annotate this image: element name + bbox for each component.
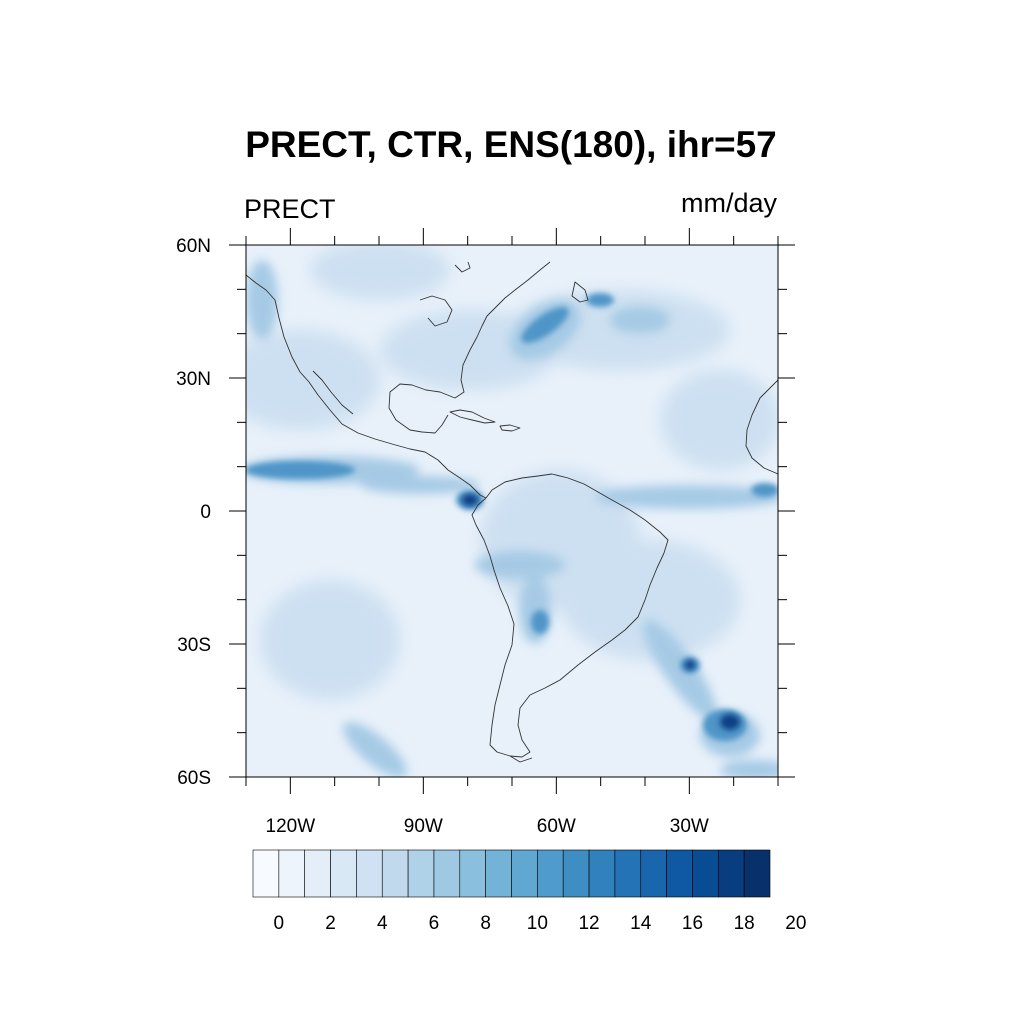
units-label: mm/day [681,188,778,218]
lat-tick-label: 0 [200,502,211,523]
north-america-pacific-coast [246,274,487,499]
colorbar-label: 16 [682,913,703,934]
colorbar-swatch [252,849,280,898]
figure-title: PRECT, CTR, ENS(180), ihr=57 [245,124,777,165]
variable-label: PRECT [244,194,336,224]
colorbar-label: 10 [527,913,548,934]
colorbar-label: 14 [630,913,652,934]
colorbar-swatch [459,849,486,898]
colorbar-swatch [356,849,383,898]
colorbar-swatch [278,849,306,898]
colorbar-label: 4 [377,913,388,934]
colorbar-label: 18 [734,913,755,934]
colorbar-swatch [692,849,719,898]
colorbar-swatch [640,849,667,898]
colorbar-swatch [588,849,616,898]
lon-tick-label: 60W [537,816,576,837]
latitude-axis: 60N 30N 0 30S 60S [176,236,211,789]
colorbar-swatch [717,849,745,898]
colorbar-swatch [330,849,357,898]
lon-tick-label: 30W [670,816,709,837]
colorbar-swatch [537,849,564,898]
lat-tick-label: 30S [177,635,211,656]
colorbar-label: 2 [325,913,336,934]
lat-tick-label: 30N [176,369,211,390]
colorbar-swatch [666,849,693,898]
greenland-edge [454,261,471,273]
colorbar [252,849,771,898]
colorbar-swatch [433,849,461,898]
colorbar-swatch [743,849,771,898]
coastlines [246,261,778,763]
tierra-del-fuego [509,755,533,763]
colorbar-swatch [562,849,590,898]
lat-tick-label: 60N [176,236,211,257]
colorbar-swatch [381,849,409,898]
colorbar-label: 0 [274,913,285,934]
south-america-coast [471,473,669,758]
colorbar-swatch [304,849,331,898]
colorbar-swatch [511,849,538,898]
colorbar-swatch [485,849,512,898]
hispaniola [499,424,521,432]
cuba [449,409,496,424]
colorbar-label: 8 [480,913,491,934]
colorbar-swatch [407,849,435,898]
longitude-axis: 120W 90W 60W 30W [266,816,709,837]
colorbar-label: 6 [429,913,440,934]
colorbar-label: 20 [785,913,806,934]
newfoundland [571,281,589,303]
precip-field [246,245,778,777]
axis-ticks [229,228,795,794]
colorbar-swatch [614,849,642,898]
hudson-bay-islands [419,295,453,327]
lon-tick-label: 90W [404,816,443,837]
africa-coast [745,379,778,475]
map-panel [246,245,778,777]
lon-tick-label: 120W [266,816,316,837]
colorbar-label: 12 [578,913,599,934]
north-america-atlantic-coast [388,261,551,434]
colorbar-labels: 0 2 4 6 8 10 12 14 16 18 20 [274,913,807,934]
gulf-of-california [312,370,354,415]
lat-tick-label: 60S [177,768,211,789]
